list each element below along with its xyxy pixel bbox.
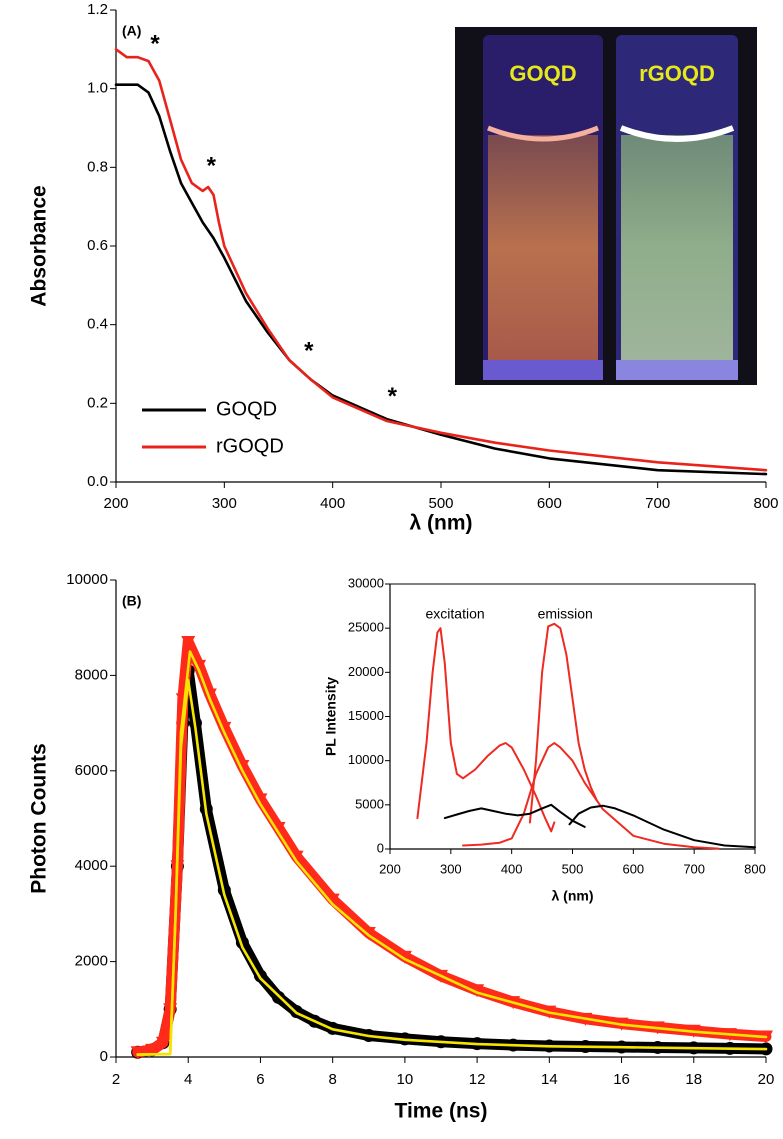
x-tick-label: 6 [256,1071,264,1088]
y-tick-label: 0.6 [87,237,108,254]
annotation: emission [538,606,593,622]
x-axis-title: Time (ns) [395,1100,488,1123]
marker [470,984,485,998]
y-tick-label: 20000 [348,664,384,679]
y-axis-title: Photon Counts [28,743,51,893]
x-tick-label: 700 [645,495,670,512]
legend-label: GOQD [216,398,277,420]
x-tick-label: 200 [103,495,128,512]
photo-label: rGOQD [639,61,715,86]
y-tick-label: 10000 [348,752,384,767]
x-tick-label: 200 [379,861,401,876]
series-line [114,48,768,472]
x-tick-label: 16 [613,1071,630,1088]
x-tick-label: 2 [112,1071,120,1088]
x-tick-label: 8 [328,1071,336,1088]
annotation: * [388,383,398,410]
marker [361,926,376,940]
y-tick-label: 0.2 [87,394,108,411]
y-tick-label: 0 [100,1048,108,1065]
y-tick-label: 10000 [66,571,108,588]
y-tick-label: 0.8 [87,158,108,175]
x-tick-label: 400 [320,495,345,512]
annotation: * [207,153,217,180]
series-line [462,742,720,850]
annotation: * [150,31,160,58]
photo-inset [455,27,757,385]
series-line [443,803,586,828]
marker [155,1036,170,1050]
series-line [136,650,768,1056]
panel-label: (A) [122,23,141,39]
marker [397,950,412,964]
y-axis-title: Absorbance [28,185,51,306]
x-tick-label: 18 [685,1071,702,1088]
series-line [416,627,556,833]
x-tick-label: 14 [541,1071,558,1088]
x-tick-label: 300 [212,495,237,512]
series-line [568,804,756,849]
x-tick-label: 12 [469,1071,486,1088]
legend-label: rGOQD [216,435,284,457]
x-tick-label: 700 [683,861,705,876]
photo-label: GOQD [509,61,576,86]
y-tick-label: 30000 [348,575,384,590]
panel-label: (B) [122,593,141,609]
marker [325,893,340,907]
x-tick-label: 20 [758,1071,775,1088]
x-tick-label: 10 [397,1071,414,1088]
x-tick-label: 4 [184,1071,192,1088]
annotation: * [304,338,314,365]
marker [130,1046,145,1060]
x-tick-label: 600 [622,861,644,876]
x-tick-label: 800 [753,495,778,512]
x-tick-label: 500 [428,495,453,512]
y-tick-label: 0 [377,840,384,855]
plot-frame [389,583,756,850]
x-tick-label: 600 [537,495,562,512]
y-tick-label: 0.0 [87,473,108,490]
y-tick-label: 25000 [348,620,384,635]
y-tick-label: 4000 [75,857,108,874]
series-line [114,83,768,476]
y-tick-label: 1.2 [87,1,108,18]
x-tick-label: 500 [562,861,584,876]
y-axis-title: PL Intensity [323,677,339,756]
x-tick-label: 300 [440,861,462,876]
y-tick-label: 1.0 [87,80,108,97]
annotation: excitation [426,606,485,622]
marker [163,1003,178,1017]
marker [181,636,196,650]
x-tick-label: 400 [501,861,523,876]
marker [145,1043,160,1057]
y-tick-label: 8000 [75,666,108,683]
y-tick-label: 5000 [355,796,384,811]
x-axis-title: λ (nm) [552,888,594,904]
y-tick-label: 15000 [348,708,384,723]
series-line [528,622,598,824]
y-tick-label: 2000 [75,953,108,970]
x-tick-label: 800 [744,861,766,876]
y-tick-label: 6000 [75,762,108,779]
x-axis-title: λ (nm) [410,512,473,535]
y-tick-label: 0.4 [87,316,108,333]
